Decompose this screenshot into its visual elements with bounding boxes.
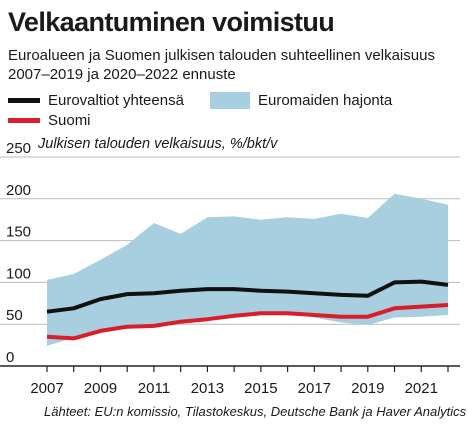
x-tick-label: 2021 [405,380,438,397]
x-tick-label: 2017 [298,380,331,397]
legend-item-band: Euromaiden hajonta [210,92,392,109]
x-tick-label: 2009 [84,380,117,397]
x-tick-label: 2019 [351,380,384,397]
series-line-eurovaltiot [46,279,449,314]
legend-item-finland: Suomi [8,112,91,129]
y-tick-label: 0 [6,349,14,366]
legend-swatch-finland [8,118,40,123]
y-tick-label: 50 [6,307,23,324]
band-layer [47,193,448,346]
axis-layer: 0 50 100 150 200 250 2007 2009 2011 2013 2015 2017 2… [0,140,460,397]
chart-subtitle: Euroalueen ja Suomen julkisen talouden s… [8,47,435,83]
y-axis-title: Julkisen talouden velkaisuus, %/bkt/v [38,136,278,152]
band-area-euromaiden-hajonta [47,193,448,346]
x-tick-label: 2007 [30,380,63,397]
source-note: Lähteet: EU:n komissio, Tilastokeskus, D… [44,404,467,419]
x-tick-label: 2011 [138,380,170,397]
y-tick-label: 150 [6,224,31,241]
x-tick-label: 2015 [244,380,277,397]
series-line-suomi [46,303,449,341]
series-layer [46,279,449,341]
chart-title: Velkaantuminen voimistuu [8,7,335,37]
legend-label-band: Euromaiden hajonta [258,92,393,109]
y-tick-label: 100 [6,265,31,282]
legend-label-euro: Eurovaltiot yhteensä [48,92,184,109]
y-tick-label: 200 [6,182,31,199]
legend-label-finland: Suomi [48,112,91,129]
legend-item-euro: Eurovaltiot yhteensä [8,92,184,109]
x-tick-label: 2013 [191,380,224,397]
legend-swatch-euro [8,98,40,103]
y-tick-label: 250 [6,140,31,157]
legend-swatch-band [210,92,250,109]
